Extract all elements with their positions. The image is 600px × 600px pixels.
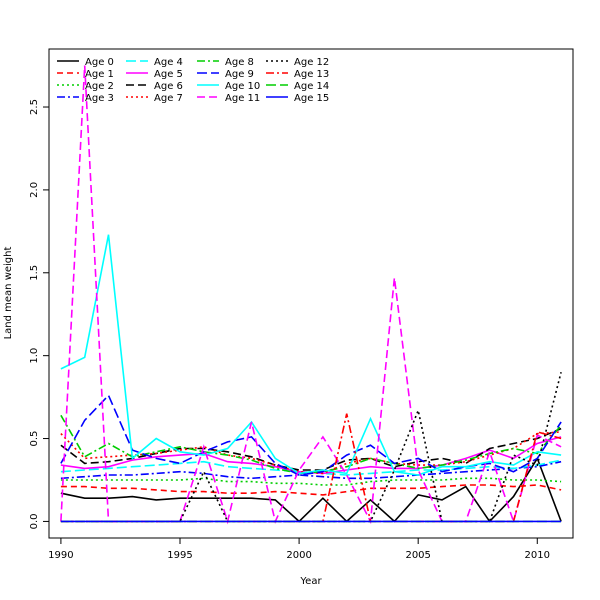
series-line-age-3 bbox=[60, 460, 562, 480]
x-tick-label: 2010 bbox=[525, 550, 550, 561]
legend-label: Age 6 bbox=[154, 81, 183, 92]
x-tick-label: 1995 bbox=[167, 550, 192, 561]
legend-label: Age 4 bbox=[154, 57, 183, 68]
series-line-age-6 bbox=[60, 427, 562, 471]
legend-label: Age 13 bbox=[294, 69, 329, 80]
series-line-age-9 bbox=[60, 393, 562, 476]
series-line-age-11 bbox=[60, 65, 562, 525]
series-line-age-1 bbox=[60, 484, 562, 496]
series-line-age-10 bbox=[60, 234, 562, 476]
legend-label: Age 1 bbox=[85, 69, 114, 80]
y-tick-label: 2.0 bbox=[29, 182, 40, 198]
x-axis-title: Year bbox=[299, 576, 322, 587]
x-tick-label: 1990 bbox=[48, 550, 73, 561]
legend-label: Age 8 bbox=[225, 57, 254, 68]
x-tick-label: 2000 bbox=[286, 550, 311, 561]
series-layer bbox=[60, 65, 562, 525]
legend-label: Age 14 bbox=[294, 81, 329, 92]
legend-label: Age 2 bbox=[85, 81, 114, 92]
y-tick-label: 2.5 bbox=[29, 99, 40, 115]
plot-frame bbox=[48, 48, 574, 539]
series-line-age-2 bbox=[60, 477, 562, 486]
series-line-age-0 bbox=[60, 456, 562, 523]
legend-label: Age 5 bbox=[154, 69, 183, 80]
legend-label: Age 7 bbox=[154, 93, 183, 104]
y-tick-label: 0.5 bbox=[29, 431, 40, 447]
y-axis-title: Land mean weight bbox=[3, 247, 14, 340]
series-line-age-7 bbox=[60, 431, 562, 475]
x-axis: 1990 1995 2000 2005 2010 bbox=[48, 538, 550, 561]
y-tick-label: 1.0 bbox=[29, 348, 40, 364]
legend-label: Age 9 bbox=[225, 69, 254, 80]
y-tick-label: 1.5 bbox=[29, 265, 40, 281]
y-tick-label: 0.0 bbox=[29, 513, 40, 529]
x-tick-label: 2005 bbox=[405, 550, 430, 561]
legend-label: Age 0 bbox=[85, 57, 114, 68]
legend-label: Age 11 bbox=[225, 93, 260, 104]
y-axis: 0.0 0.5 1.0 1.5 2.0 2.5 bbox=[29, 99, 49, 529]
series-line-age-12 bbox=[60, 372, 562, 523]
legend-label: Age 15 bbox=[294, 93, 329, 104]
legend-label: Age 10 bbox=[225, 81, 260, 92]
legend-label: Age 3 bbox=[85, 93, 114, 104]
legend-label: Age 12 bbox=[294, 57, 329, 68]
